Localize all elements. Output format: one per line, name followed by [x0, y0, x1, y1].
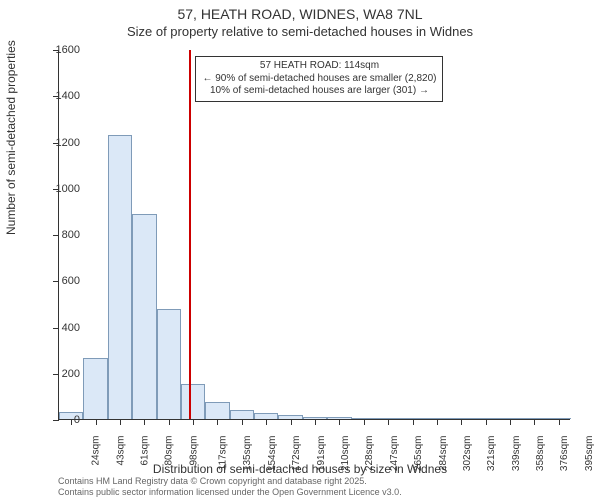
x-tick [193, 419, 194, 425]
x-tick [120, 419, 121, 425]
x-tick [413, 419, 414, 425]
y-tick-label: 600 [62, 275, 80, 287]
footer: Contains HM Land Registry data © Crown c… [58, 476, 402, 498]
x-tick-label: 154sqm [267, 436, 278, 472]
annotation-line-1: 57 HEATH ROAD: 114sqm [202, 60, 436, 73]
x-tick [169, 419, 170, 425]
x-tick [437, 419, 438, 425]
x-tick [217, 419, 218, 425]
x-tick [559, 419, 560, 425]
histogram-bar [132, 214, 156, 419]
chart-root: 57, HEATH ROAD, WIDNES, WA8 7NL Size of … [0, 0, 600, 500]
y-tick-label: 1200 [56, 137, 80, 149]
y-tick [53, 281, 59, 282]
x-tick [388, 419, 389, 425]
x-tick-label: 358sqm [535, 436, 546, 472]
y-tick [53, 235, 59, 236]
x-tick [461, 419, 462, 425]
annotation-box: 57 HEATH ROAD: 114sqm ← 90% of semi-deta… [195, 56, 443, 102]
x-tick-label: 228sqm [364, 436, 375, 472]
x-tick [71, 419, 72, 425]
footer-line-1: Contains HM Land Registry data © Crown c… [58, 476, 402, 487]
x-tick [144, 419, 145, 425]
x-tick [266, 419, 267, 425]
x-tick [291, 419, 292, 425]
x-tick [96, 419, 97, 425]
footer-line-2: Contains public sector information licen… [58, 487, 402, 498]
x-tick-label: 24sqm [91, 436, 102, 466]
x-tick [534, 419, 535, 425]
histogram-bar [181, 384, 205, 419]
x-tick-label: 395sqm [584, 436, 595, 472]
y-axis-title: Number of semi-detached properties [4, 40, 18, 235]
y-tick-label: 1600 [56, 44, 80, 56]
x-tick-label: 339sqm [511, 436, 522, 472]
x-tick-label: 321sqm [486, 436, 497, 472]
x-tick [510, 419, 511, 425]
x-tick [242, 419, 243, 425]
x-tick [339, 419, 340, 425]
chart-subtitle: Size of property relative to semi-detach… [0, 24, 600, 39]
x-tick-label: 61sqm [139, 436, 150, 466]
x-tick-label: 191sqm [316, 436, 327, 472]
chart-title: 57, HEATH ROAD, WIDNES, WA8 7NL [0, 6, 600, 22]
y-tick-label: 800 [62, 229, 80, 241]
y-tick [53, 420, 59, 421]
x-tick-label: 247sqm [389, 436, 400, 472]
histogram-bar [157, 309, 181, 419]
histogram-bar [230, 410, 254, 419]
x-tick-label: 43sqm [115, 436, 126, 466]
x-tick-label: 265sqm [413, 436, 424, 472]
y-tick-label: 1400 [56, 90, 80, 102]
plot-area: 57 HEATH ROAD: 114sqm ← 90% of semi-deta… [58, 50, 570, 420]
histogram-bar [205, 402, 229, 419]
y-tick-label: 0 [74, 414, 80, 426]
y-tick-label: 400 [62, 322, 80, 334]
annotation-line-3: 10% of semi-detached houses are larger (… [202, 85, 436, 98]
x-tick-label: 376sqm [560, 436, 571, 472]
x-tick-label: 210sqm [340, 436, 351, 472]
x-tick [364, 419, 365, 425]
x-tick-label: 117sqm [217, 436, 228, 471]
histogram-bar [108, 135, 132, 419]
annotation-line-2: ← 90% of semi-detached houses are smalle… [202, 73, 436, 86]
x-tick-label: 302sqm [462, 436, 473, 472]
x-tick-label: 284sqm [438, 436, 449, 472]
x-tick-label: 135sqm [243, 436, 254, 472]
histogram-bar [83, 358, 107, 419]
x-tick-label: 172sqm [291, 436, 302, 472]
y-tick-label: 200 [62, 368, 80, 380]
y-tick-label: 1000 [56, 183, 80, 195]
x-tick-label: 98sqm [188, 436, 199, 466]
x-tick [486, 419, 487, 425]
x-tick-label: 80sqm [164, 436, 175, 466]
reference-line [189, 50, 191, 419]
y-tick [53, 374, 59, 375]
x-tick [315, 419, 316, 425]
y-tick [53, 328, 59, 329]
